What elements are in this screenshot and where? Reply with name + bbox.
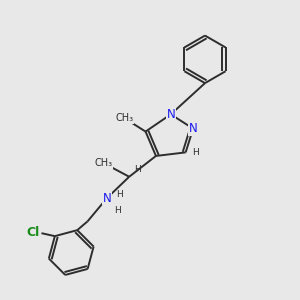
Text: CH₃: CH₃ bbox=[95, 158, 113, 168]
Text: H: H bbox=[116, 190, 123, 199]
Text: N: N bbox=[189, 122, 197, 135]
Text: Cl: Cl bbox=[26, 226, 39, 239]
Text: H: H bbox=[192, 148, 199, 157]
Text: N: N bbox=[103, 192, 111, 205]
Text: H: H bbox=[114, 206, 121, 214]
Text: N: N bbox=[167, 108, 175, 121]
Text: H: H bbox=[134, 165, 141, 174]
Text: CH₃: CH₃ bbox=[116, 113, 134, 123]
